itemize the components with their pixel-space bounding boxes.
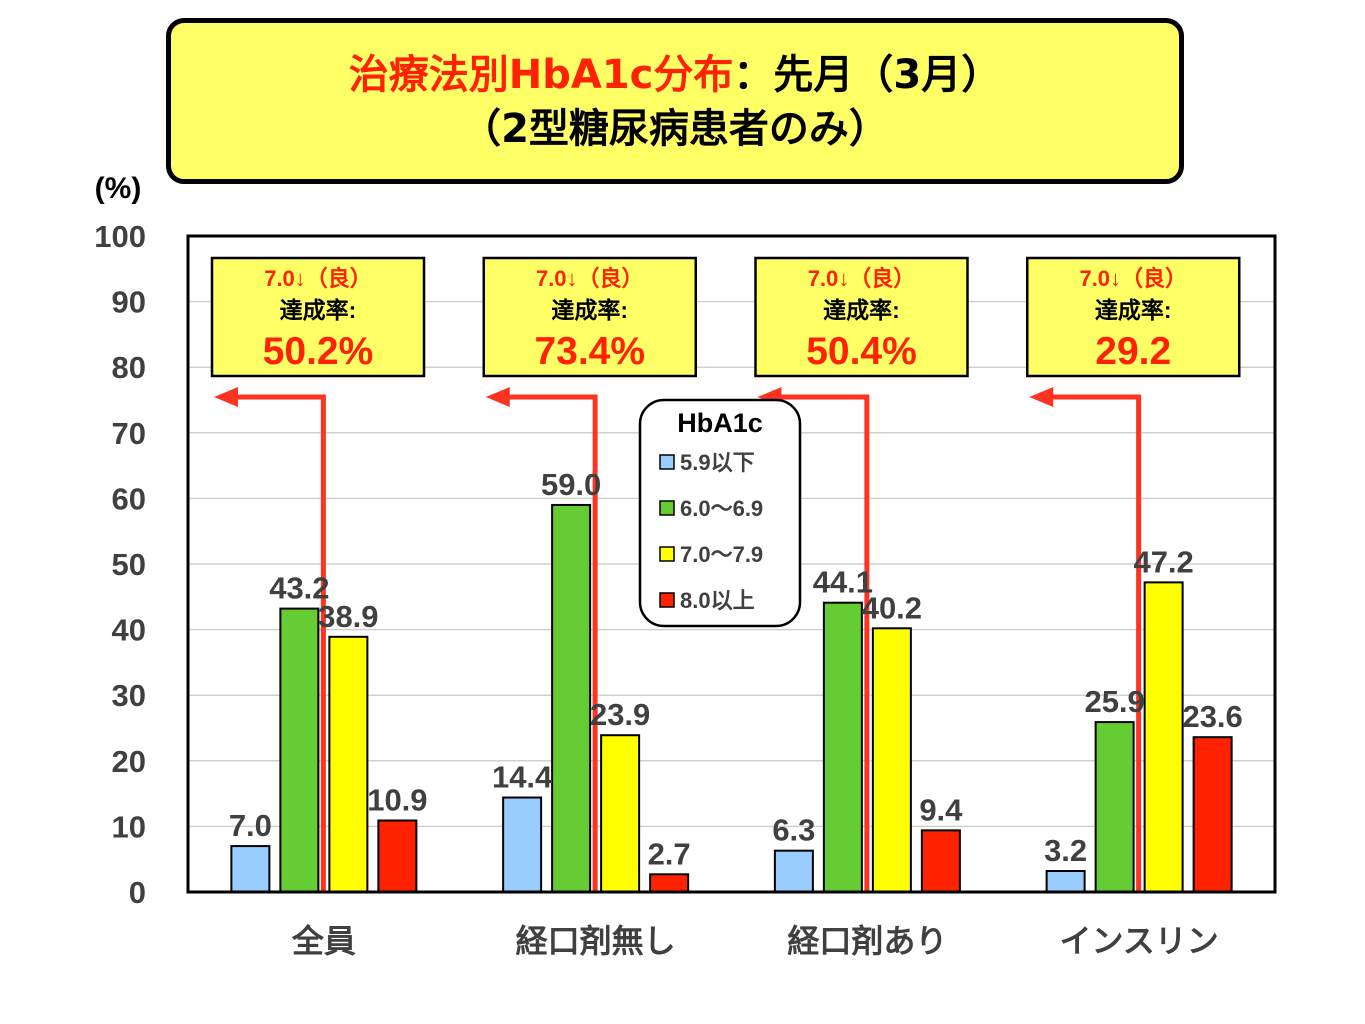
data-label: 23.9 (590, 697, 650, 732)
achievement-rate-label: 達成率: (823, 297, 900, 323)
data-label: 14.4 (492, 760, 553, 795)
data-label: 25.9 (1084, 684, 1144, 719)
data-label: 40.2 (862, 590, 922, 625)
x-tick-label: インスリン (1059, 923, 1218, 959)
achievement-threshold: 7.0↓（良） (536, 266, 644, 291)
y-tick-label: 40 (112, 613, 146, 648)
achievement-arrow (1049, 394, 1142, 892)
y-tick-label: 90 (112, 285, 146, 320)
data-label: 9.4 (919, 792, 963, 827)
bar (822, 601, 863, 893)
bar (377, 819, 418, 893)
y-tick-label: 60 (112, 481, 146, 516)
bar (328, 635, 369, 893)
achievement-box (754, 256, 969, 378)
bar (649, 873, 690, 894)
y-unit-label: (%) (95, 172, 142, 205)
achievement-rate-label: 達成率: (1095, 297, 1172, 323)
achievement-threshold: 7.0↓（良） (264, 266, 372, 291)
data-label: 43.2 (269, 571, 329, 606)
achievement-arrow (777, 394, 870, 892)
bar (773, 849, 814, 893)
y-tick-label: 0 (129, 875, 146, 910)
legend-swatch (659, 454, 675, 470)
data-label: 6.3 (772, 813, 815, 848)
data-label: 23.6 (1182, 699, 1242, 734)
bar (871, 627, 912, 894)
data-label: 10.9 (367, 782, 427, 817)
bar (920, 829, 961, 893)
legend-title: HbA1c (677, 408, 763, 438)
data-label: 59.0 (541, 467, 601, 502)
y-tick-label: 70 (112, 416, 146, 451)
title-highlight: 治療法別HbA1c分布 (348, 52, 734, 98)
achievement-rate-value: 73.4% (534, 330, 645, 373)
data-label: 38.9 (318, 599, 378, 634)
y-tick-label: 80 (112, 350, 146, 385)
achievement-rate-value: 50.4% (806, 330, 917, 373)
achievement-rate-value: 50.2% (263, 330, 374, 373)
bar (230, 845, 271, 894)
data-label: 44.1 (813, 565, 873, 600)
arrow-head (214, 387, 238, 407)
achievement-rate-label: 達成率: (551, 297, 628, 323)
y-tick-label: 30 (112, 678, 146, 713)
y-tick-label: 20 (112, 744, 146, 779)
y-tick-label: 50 (112, 547, 146, 582)
x-tick-label: 経口剤あり (787, 923, 947, 959)
achievement-arrow (234, 394, 326, 892)
title-box: 治療法別HbA1c分布：先月（3月） （2型糖尿病患者のみ） (166, 18, 1184, 184)
title-line2: （2型糖尿病患者のみ） (461, 106, 889, 152)
data-label: 47.2 (1133, 544, 1193, 579)
bar (600, 734, 641, 893)
legend-swatch (659, 500, 675, 516)
bar (502, 796, 543, 894)
data-label: 7.0 (229, 808, 272, 843)
achievement-rate-label: 達成率: (280, 297, 357, 323)
y-tick-label: 10 (112, 809, 146, 844)
legend-label: 5.9以下 (680, 450, 755, 475)
data-label: 2.7 (648, 836, 691, 871)
legend-label: 6.0〜6.9 (680, 496, 763, 521)
achievement-threshold: 7.0↓（良） (808, 266, 916, 291)
legend-label: 7.0〜7.9 (680, 542, 763, 567)
achievement-box (210, 256, 426, 378)
title-suffix: ：先月（3月） (733, 52, 1002, 98)
bar (1143, 581, 1184, 893)
data-label: 3.2 (1044, 833, 1087, 868)
x-tick-label: 経口剤無し (516, 923, 676, 959)
achievement-box (482, 256, 697, 378)
legend-label: 8.0以上 (680, 588, 755, 613)
bar (551, 503, 592, 893)
legend-swatch (659, 592, 675, 608)
bar (1045, 870, 1086, 893)
legend-swatch (659, 546, 675, 562)
arrow-head (485, 387, 510, 407)
achievement-threshold: 7.0↓（良） (1079, 266, 1187, 291)
achievement-arrow (505, 394, 598, 892)
bar (1192, 736, 1233, 894)
achievement-rate-value: 29.2 (1095, 330, 1171, 373)
legend-box (638, 398, 802, 628)
x-tick-label: 全員 (291, 923, 356, 959)
title-line1: 治療法別HbA1c分布：先月（3月） (171, 51, 1179, 99)
bar (279, 607, 320, 893)
bar (1094, 721, 1135, 894)
arrow-head (1029, 387, 1054, 407)
y-tick-label: 100 (94, 219, 146, 254)
plot-frame (186, 234, 1277, 894)
achievement-box (1026, 256, 1241, 378)
